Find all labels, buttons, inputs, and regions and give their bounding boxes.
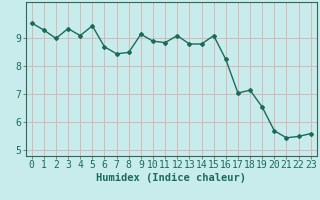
X-axis label: Humidex (Indice chaleur): Humidex (Indice chaleur) xyxy=(96,173,246,183)
